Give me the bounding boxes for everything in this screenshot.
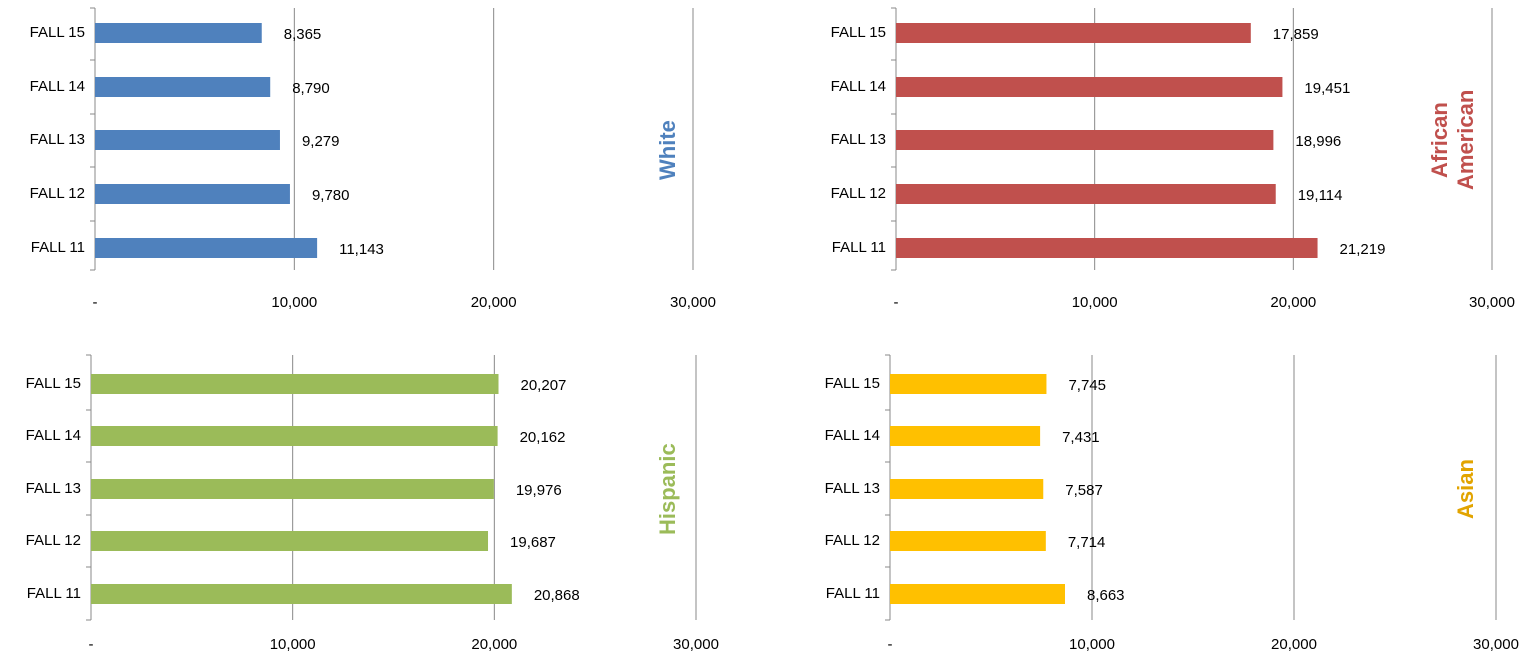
x-tick-label: 30,000 xyxy=(1469,294,1515,311)
bar xyxy=(890,479,1044,499)
value-label: 7,431 xyxy=(1062,429,1100,446)
y-tick-label: FALL 15 xyxy=(831,24,886,41)
bar xyxy=(896,238,1318,258)
x-tick-label: - xyxy=(89,636,94,653)
bar xyxy=(95,184,290,204)
bar xyxy=(95,77,271,97)
bar xyxy=(890,531,1046,551)
y-tick-label: FALL 15 xyxy=(825,375,880,392)
x-tick-label: 10,000 xyxy=(271,294,317,311)
bar xyxy=(95,23,262,43)
bar xyxy=(896,23,1251,43)
series-label: Asian xyxy=(1453,459,1478,519)
value-label: 9,279 xyxy=(302,133,340,150)
value-label: 8,790 xyxy=(292,80,330,97)
y-tick-label: FALL 15 xyxy=(30,24,85,41)
value-label: 11,143 xyxy=(339,241,384,258)
y-tick-label: FALL 12 xyxy=(831,185,886,202)
x-tick-label: - xyxy=(888,636,893,653)
value-label: 8,365 xyxy=(284,26,322,43)
x-tick-label: 20,000 xyxy=(471,636,517,653)
x-tick-label: 30,000 xyxy=(670,294,716,311)
value-label: 7,745 xyxy=(1068,377,1106,394)
bar xyxy=(95,238,318,258)
bar xyxy=(896,184,1276,204)
y-tick-label: FALL 12 xyxy=(30,185,85,202)
y-tick-label: FALL 14 xyxy=(831,78,886,95)
value-label: 9,780 xyxy=(312,187,350,204)
x-tick-label: - xyxy=(894,294,899,311)
bar xyxy=(890,584,1065,604)
value-label: 8,663 xyxy=(1087,587,1125,604)
series-label: African American xyxy=(1427,89,1478,191)
x-tick-label: 10,000 xyxy=(1069,636,1115,653)
value-label: 19,451 xyxy=(1304,80,1350,97)
value-label: 17,859 xyxy=(1273,26,1319,43)
bar xyxy=(896,77,1283,97)
y-tick-label: FALL 15 xyxy=(26,375,81,392)
value-label: 7,714 xyxy=(1068,534,1106,551)
x-tick-label: 20,000 xyxy=(1270,294,1316,311)
x-tick-label: 30,000 xyxy=(1473,636,1519,653)
bar xyxy=(91,479,494,499)
y-tick-label: FALL 11 xyxy=(832,239,886,256)
bar xyxy=(95,130,280,150)
bar xyxy=(890,426,1041,446)
y-tick-label: FALL 11 xyxy=(27,585,81,602)
bar xyxy=(896,130,1274,150)
bar xyxy=(890,374,1047,394)
series-label: White xyxy=(655,120,680,180)
y-tick-label: FALL 12 xyxy=(26,532,81,549)
y-tick-label: FALL 12 xyxy=(825,532,880,549)
y-tick-label: FALL 13 xyxy=(30,131,85,148)
value-label: 20,162 xyxy=(520,429,566,446)
y-tick-label: FALL 14 xyxy=(825,427,880,444)
y-tick-label: FALL 11 xyxy=(31,239,85,256)
value-label: 18,996 xyxy=(1295,133,1341,150)
value-label: 20,207 xyxy=(521,377,567,394)
bar xyxy=(91,426,498,446)
bar xyxy=(91,584,512,604)
y-tick-label: FALL 14 xyxy=(26,427,81,444)
value-label: 19,114 xyxy=(1298,187,1343,204)
y-tick-label: FALL 13 xyxy=(26,480,81,497)
x-tick-label: 20,000 xyxy=(1271,636,1317,653)
value-label: 7,587 xyxy=(1065,482,1103,499)
y-tick-label: FALL 11 xyxy=(826,585,880,602)
y-tick-label: FALL 13 xyxy=(825,480,880,497)
bar xyxy=(91,531,489,551)
value-label: 20,868 xyxy=(534,587,580,604)
y-tick-label: FALL 13 xyxy=(831,131,886,148)
bar xyxy=(91,374,499,394)
value-label: 19,976 xyxy=(516,482,562,499)
y-tick-label: FALL 14 xyxy=(30,78,85,95)
value-label: 21,219 xyxy=(1340,241,1386,258)
value-label: 19,687 xyxy=(510,534,556,551)
x-tick-label: 20,000 xyxy=(471,294,517,311)
x-tick-label: 10,000 xyxy=(270,636,316,653)
x-tick-label: 10,000 xyxy=(1072,294,1118,311)
series-label: Hispanic xyxy=(655,443,680,535)
x-tick-label: 30,000 xyxy=(673,636,719,653)
x-tick-label: - xyxy=(93,294,98,311)
